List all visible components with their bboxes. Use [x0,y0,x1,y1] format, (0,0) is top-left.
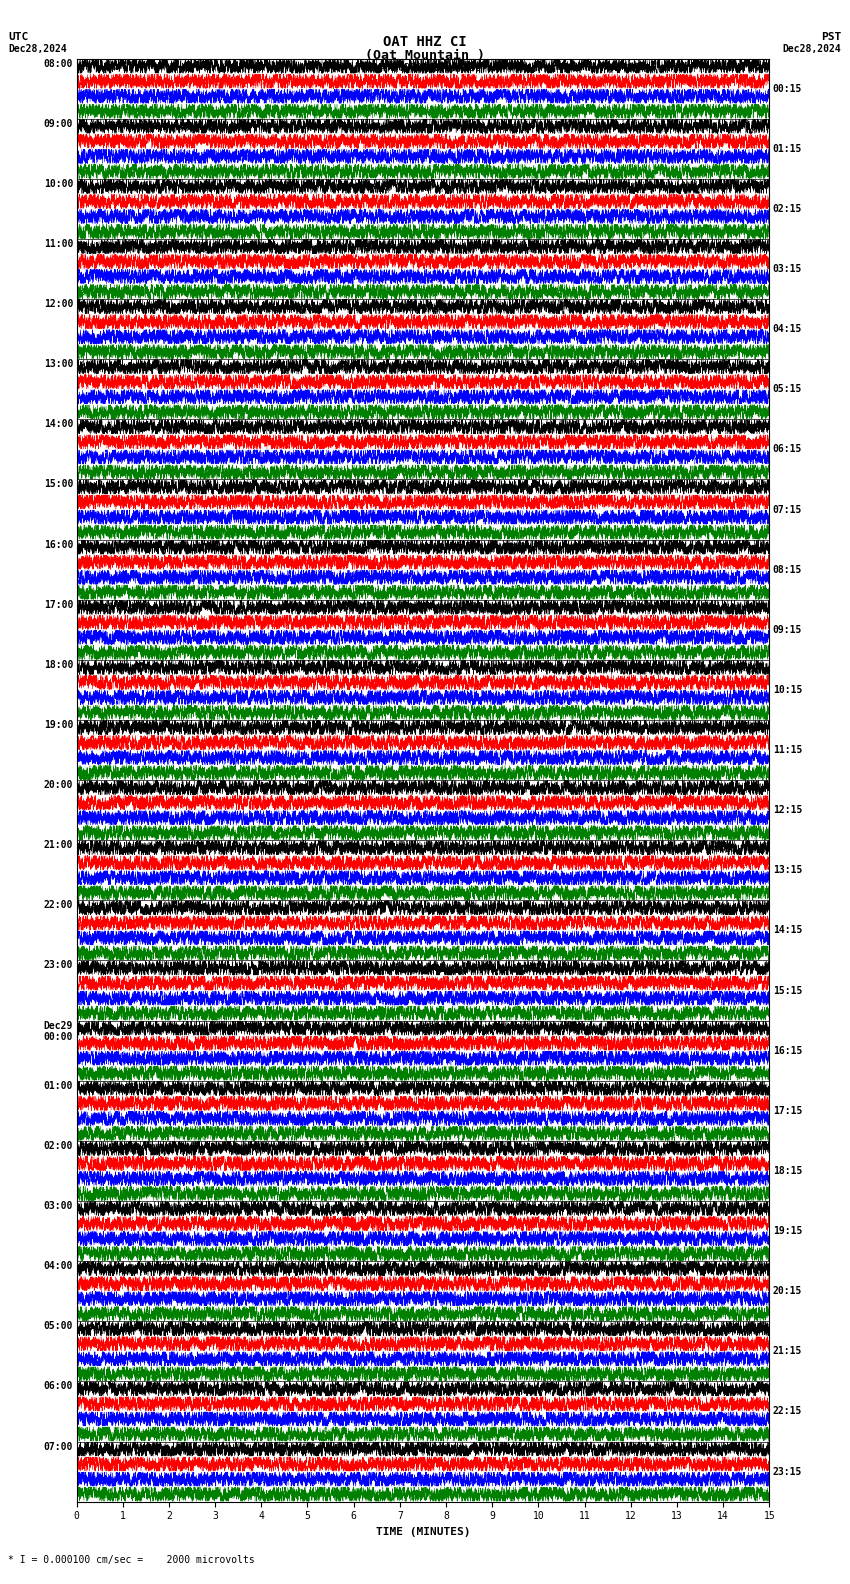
Text: 08:15: 08:15 [773,564,802,575]
Text: Dec28,2024: Dec28,2024 [783,44,842,54]
Text: 10:15: 10:15 [773,684,802,695]
Text: 17:15: 17:15 [773,1106,802,1115]
Text: 18:00: 18:00 [43,661,73,670]
Text: 12:15: 12:15 [773,805,802,816]
Text: * I = 0.000100 cm/sec =    2000 microvolts: * I = 0.000100 cm/sec = 2000 microvolts [8,1555,255,1565]
Text: 02:00: 02:00 [43,1140,73,1152]
Text: 04:00: 04:00 [43,1261,73,1270]
Text: 14:00: 14:00 [43,420,73,429]
Text: 22:15: 22:15 [773,1407,802,1416]
Text: 15:00: 15:00 [43,480,73,489]
Text: 04:15: 04:15 [773,325,802,334]
Text: 11:15: 11:15 [773,744,802,756]
Text: 15:15: 15:15 [773,985,802,996]
Text: 19:15: 19:15 [773,1226,802,1236]
Text: 09:15: 09:15 [773,624,802,635]
Text: 12:00: 12:00 [43,299,73,309]
Text: I = 0.000100 cm/sec: I = 0.000100 cm/sec [369,63,481,73]
Text: 07:15: 07:15 [773,505,802,515]
Text: 20:15: 20:15 [773,1286,802,1296]
Text: 22:00: 22:00 [43,900,73,911]
Text: 14:15: 14:15 [773,925,802,936]
Text: 05:15: 05:15 [773,385,802,394]
Text: 13:00: 13:00 [43,360,73,369]
Text: 23:15: 23:15 [773,1467,802,1476]
Text: Dec28,2024: Dec28,2024 [8,44,67,54]
Text: 10:00: 10:00 [43,179,73,188]
Text: 09:00: 09:00 [43,119,73,128]
Text: OAT HHZ CI: OAT HHZ CI [383,35,467,49]
Text: 23:00: 23:00 [43,960,73,971]
Text: 01:00: 01:00 [43,1080,73,1091]
Text: 16:15: 16:15 [773,1045,802,1055]
Text: 06:00: 06:00 [43,1381,73,1391]
Text: 19:00: 19:00 [43,721,73,730]
Text: 00:15: 00:15 [773,84,802,93]
Text: 17:00: 17:00 [43,600,73,610]
Text: (Oat Mountain ): (Oat Mountain ) [365,49,485,62]
Text: 20:00: 20:00 [43,779,73,790]
X-axis label: TIME (MINUTES): TIME (MINUTES) [376,1527,470,1536]
Text: 02:15: 02:15 [773,204,802,214]
Text: Dec29
00:00: Dec29 00:00 [43,1020,73,1042]
Text: 03:00: 03:00 [43,1201,73,1212]
Text: 21:00: 21:00 [43,840,73,851]
Text: PST: PST [821,32,842,41]
Text: 18:15: 18:15 [773,1166,802,1175]
Text: 16:00: 16:00 [43,540,73,550]
Text: 05:00: 05:00 [43,1321,73,1331]
Text: 11:00: 11:00 [43,239,73,249]
Text: 21:15: 21:15 [773,1346,802,1356]
Text: 07:00: 07:00 [43,1441,73,1451]
Text: 08:00: 08:00 [43,59,73,68]
Text: 01:15: 01:15 [773,144,802,154]
Text: UTC: UTC [8,32,29,41]
Text: 13:15: 13:15 [773,865,802,876]
Text: 06:15: 06:15 [773,445,802,455]
Text: 03:15: 03:15 [773,265,802,274]
